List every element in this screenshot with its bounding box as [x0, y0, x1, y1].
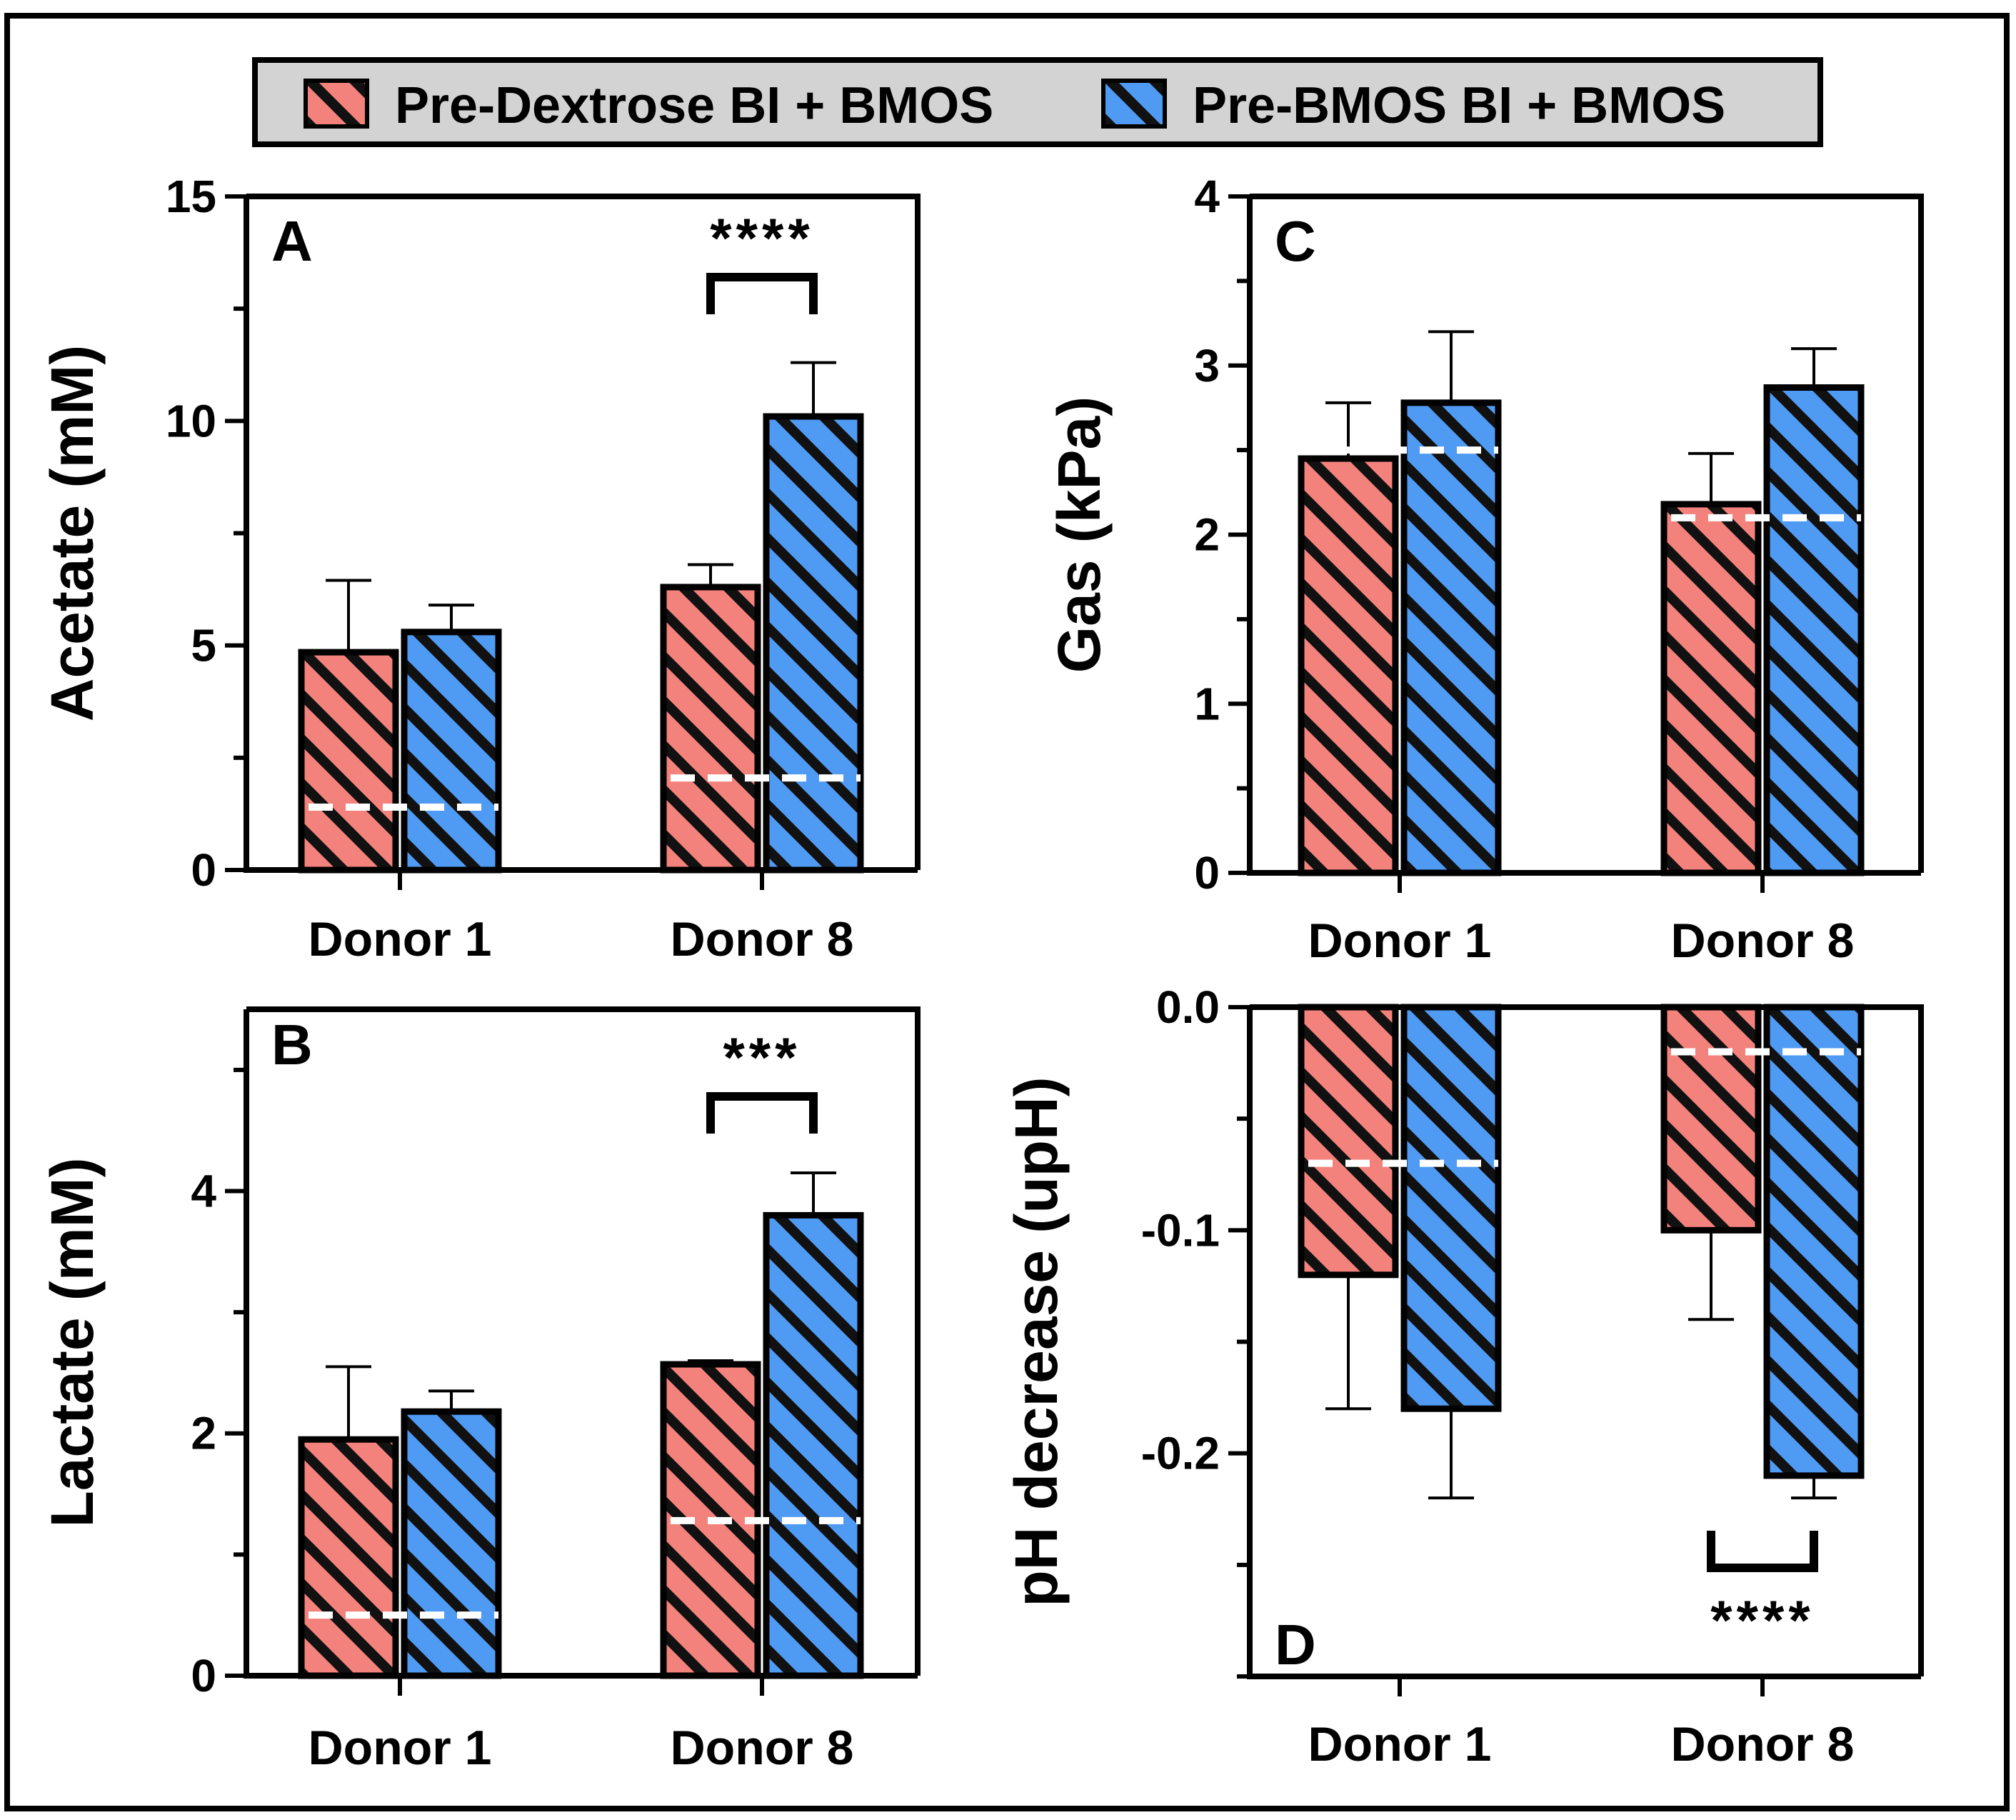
y-axis-label-d: pH decrease (upH) [1003, 1076, 1070, 1606]
bar-b-1-2 [401, 1408, 502, 1679]
category-label-c: Donor 1 [1308, 914, 1492, 968]
bar-d-2-2 [1763, 1004, 1865, 1479]
y-tick-label-a: 15 [166, 171, 216, 222]
bar-b-1-1 [298, 1436, 399, 1679]
y-tick-label-d: -0.1 [1141, 1204, 1220, 1256]
bar-c-2-2 [1763, 384, 1865, 876]
panel-b: *** 0 2 4 Donor 1 Donor 8 B Lactate (mM) [39, 1006, 921, 1775]
category-label-d: Donor 8 [1671, 1717, 1855, 1771]
category-label-a: Donor 8 [671, 912, 854, 966]
significance-label-d: **** [1710, 1589, 1814, 1651]
bar-c-2-1 [1660, 501, 1762, 876]
y-tick-label-c: 4 [1194, 171, 1220, 222]
y-axis-label-a: Acetate (mM) [39, 345, 106, 721]
significance-bracket-b [706, 1092, 818, 1134]
category-label-a: Donor 1 [309, 912, 492, 966]
category-label-d: Donor 1 [1308, 1717, 1492, 1771]
bar-d-1-1 [1298, 1004, 1399, 1279]
y-tick-label-c: 2 [1194, 509, 1220, 561]
y-axis-label-c: Gas (kPa) [1045, 396, 1113, 674]
category-label-b: Donor 1 [309, 1721, 492, 1775]
y-tick-label-c: 3 [1194, 340, 1220, 391]
panel-letter-a: A [271, 209, 313, 273]
bar-d-2-1 [1660, 1004, 1762, 1234]
legend-swatch-red [304, 79, 369, 129]
y-axis-label-b: Lactate (mM) [39, 1157, 106, 1527]
panel-letter-c: C [1275, 209, 1316, 273]
y-tick-label-a: 0 [191, 844, 216, 896]
legend-swatch-blue [1101, 79, 1167, 129]
significance-label-b: *** [723, 1026, 801, 1089]
y-tick-label-a: 10 [166, 395, 216, 446]
y-tick-label-d: 0.0 [1156, 981, 1220, 1033]
significance-bracket-a [706, 273, 818, 314]
significance-label-a: **** [710, 206, 813, 269]
legend-label-red: Pre-Dextrose BI + BMOS [395, 77, 993, 134]
y-tick-label-c: 0 [1194, 847, 1220, 899]
bar-a-2-2 [763, 413, 864, 874]
panel-c: 0 1 2 3 4 Donor 1 Donor 8 C Gas (kPa) [1045, 171, 1924, 968]
panel-d: **** 0.0 -0.1 -0.2 Donor 1 Donor 8 DpH decreas… [1003, 981, 1924, 1771]
panel-letter-d: D [1275, 1613, 1316, 1676]
bar-b-2-2 [763, 1211, 864, 1679]
significance-bracket-d [1707, 1531, 1818, 1572]
category-label-b: Donor 8 [671, 1721, 854, 1775]
y-tick-label-b: 2 [191, 1408, 216, 1459]
panel-a: **** 0 5 10 15 Donor 1 Donor 8 A Acetate (mM) [39, 171, 921, 966]
legend: Pre-Dextrose BI + BMOS Pre-BMOS BI + BMO… [252, 57, 1823, 147]
y-tick-label-c: 1 [1194, 678, 1220, 729]
bar-a-2-1 [660, 584, 761, 874]
y-tick-label-a: 5 [191, 620, 216, 671]
bar-a-1-2 [401, 629, 502, 874]
y-tick-label-b: 0 [191, 1650, 216, 1701]
legend-label-blue: Pre-BMOS BI + BMOS [1193, 77, 1725, 134]
y-tick-label-d: -0.2 [1141, 1428, 1220, 1479]
y-tick-label-b: 4 [191, 1165, 216, 1216]
bar-c-1-1 [1298, 455, 1399, 876]
panel-letter-b: B [271, 1013, 313, 1076]
bar-d-1-2 [1400, 1004, 1502, 1412]
bar-a-1-1 [298, 649, 399, 874]
legend-box [252, 57, 1823, 147]
bar-c-1-2 [1400, 399, 1502, 876]
category-label-c: Donor 8 [1671, 914, 1855, 968]
